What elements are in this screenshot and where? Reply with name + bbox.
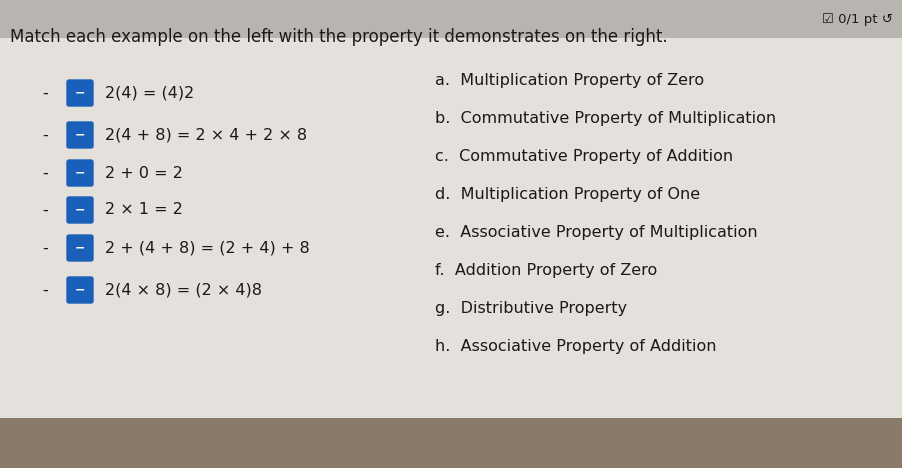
FancyBboxPatch shape (0, 418, 902, 468)
Text: −: − (75, 87, 85, 100)
Text: g.  Distributive Property: g. Distributive Property (435, 300, 626, 315)
Text: -: - (42, 166, 48, 181)
Text: −: − (75, 241, 85, 255)
Text: −: − (75, 204, 85, 217)
Text: e.  Associative Property of Multiplication: e. Associative Property of Multiplicatio… (435, 225, 757, 240)
Text: 2(4) = (4)2: 2(4) = (4)2 (105, 86, 194, 101)
Text: -: - (42, 241, 48, 256)
Text: −: − (75, 167, 85, 180)
FancyBboxPatch shape (0, 38, 902, 438)
Text: -: - (42, 283, 48, 298)
Text: 2 + (4 + 8) = (2 + 4) + 8: 2 + (4 + 8) = (2 + 4) + 8 (105, 241, 309, 256)
FancyBboxPatch shape (67, 80, 93, 106)
Text: ☑ 0/1 pt ↺: ☑ 0/1 pt ↺ (821, 13, 892, 26)
Text: -: - (42, 86, 48, 101)
Text: c.  Commutative Property of Addition: c. Commutative Property of Addition (435, 148, 732, 163)
Text: -: - (42, 127, 48, 142)
Text: -: - (42, 203, 48, 218)
Text: h.  Associative Property of Addition: h. Associative Property of Addition (435, 338, 715, 353)
Text: 2(4 × 8) = (2 × 4)8: 2(4 × 8) = (2 × 4)8 (105, 283, 262, 298)
Text: −: − (75, 284, 85, 297)
Text: 2 + 0 = 2: 2 + 0 = 2 (105, 166, 183, 181)
Text: f.  Addition Property of Zero: f. Addition Property of Zero (435, 263, 657, 278)
FancyBboxPatch shape (67, 277, 93, 303)
FancyBboxPatch shape (67, 160, 93, 186)
Text: Match each example on the left with the property it demonstrates on the right.: Match each example on the left with the … (10, 28, 667, 46)
Text: b.  Commutative Property of Multiplication: b. Commutative Property of Multiplicatio… (435, 110, 775, 125)
FancyBboxPatch shape (67, 235, 93, 261)
Text: 2(4 + 8) = 2 × 4 + 2 × 8: 2(4 + 8) = 2 × 4 + 2 × 8 (105, 127, 307, 142)
Text: 2 × 1 = 2: 2 × 1 = 2 (105, 203, 183, 218)
Text: a.  Multiplication Property of Zero: a. Multiplication Property of Zero (435, 73, 704, 88)
Text: d.  Multiplication Property of One: d. Multiplication Property of One (435, 187, 699, 202)
FancyBboxPatch shape (67, 122, 93, 148)
FancyBboxPatch shape (67, 197, 93, 223)
Text: −: − (75, 129, 85, 141)
